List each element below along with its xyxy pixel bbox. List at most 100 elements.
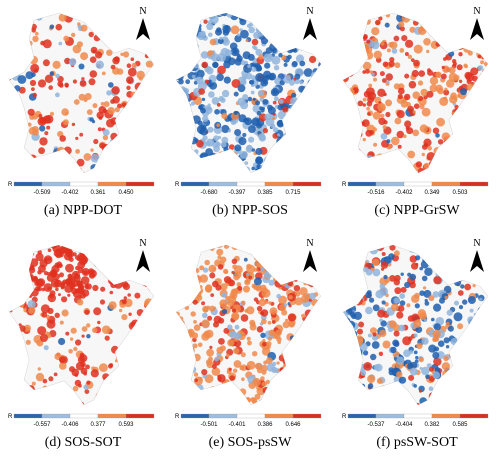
pixel [97, 392, 105, 400]
pixel [432, 371, 440, 379]
pixel [226, 245, 232, 246]
pixel [258, 54, 264, 60]
pixel [469, 91, 474, 97]
pixel [78, 93, 86, 101]
pixel [426, 363, 432, 369]
pixel [88, 78, 96, 86]
pixel [16, 245, 23, 251]
pixel [379, 71, 385, 77]
pixel [269, 163, 274, 168]
pixel [260, 78, 269, 87]
pixel [438, 160, 444, 166]
pixel [343, 245, 347, 246]
pixel [255, 100, 261, 106]
pixel [293, 285, 301, 292]
pixel [279, 405, 284, 410]
pixel [50, 278, 60, 288]
pixel [20, 245, 30, 255]
pixel [93, 171, 101, 173]
pixel [455, 108, 462, 115]
pixel [461, 266, 470, 274]
pixel [435, 13, 443, 16]
north-arrow [136, 250, 150, 272]
pixel [83, 384, 89, 390]
pixel [445, 20, 450, 24]
pixel [252, 351, 258, 357]
pixel [443, 96, 448, 101]
pixel [69, 337, 74, 341]
pixel [200, 107, 206, 114]
pixel [185, 352, 194, 361]
pixel [32, 389, 41, 397]
pixel [475, 350, 485, 359]
pixel [143, 159, 149, 165]
pixel [135, 397, 144, 405]
pixel [267, 171, 273, 173]
pixel [299, 132, 303, 136]
pixel [187, 119, 192, 124]
pixel [453, 153, 457, 158]
colorbar-segment [236, 413, 266, 419]
pixel [182, 147, 188, 153]
pixel [37, 270, 42, 275]
pixel [367, 333, 372, 338]
pixel [116, 68, 124, 75]
pixel [268, 31, 277, 40]
pixel [270, 123, 276, 129]
pixel [180, 36, 188, 44]
pixel [241, 300, 246, 305]
pixel [135, 330, 143, 338]
pixel [153, 345, 154, 355]
pixel [132, 45, 137, 49]
pixel [346, 93, 354, 101]
pixel [453, 147, 460, 154]
pixel [132, 168, 138, 173]
pixel [309, 334, 319, 343]
pixel [354, 338, 359, 344]
pixel [100, 286, 106, 292]
pixel [222, 6, 229, 13]
colorbar-tick: 0.385 [257, 190, 273, 196]
pixel [226, 157, 234, 165]
colorbar-tick: 0.361 [90, 190, 106, 196]
colorbar-segment [236, 181, 266, 187]
pixel [9, 325, 12, 335]
pixel [207, 395, 212, 400]
pixel [406, 303, 411, 308]
pixel [18, 245, 26, 249]
pixel [321, 112, 328, 119]
pixel [449, 41, 454, 46]
pixel [56, 238, 63, 245]
pixel [484, 386, 488, 391]
pixel [370, 327, 377, 335]
pixel [233, 347, 240, 355]
pixel [305, 319, 312, 326]
pixel [386, 139, 391, 144]
pixel [83, 239, 86, 242]
pixel [230, 25, 240, 35]
pixel [424, 301, 430, 306]
pixel [261, 318, 267, 325]
pixel [343, 331, 347, 341]
pixel [246, 336, 251, 341]
pixel [441, 38, 446, 42]
pixel [343, 245, 346, 247]
pixel [364, 399, 373, 405]
pixel [372, 304, 380, 312]
pixel [434, 263, 441, 270]
pixel [189, 173, 193, 177]
pixel [201, 97, 206, 102]
pixel [473, 113, 480, 119]
pixel [239, 150, 248, 159]
pixel [442, 165, 448, 170]
colorbar-tick: -0.397 [228, 190, 246, 196]
pixel [478, 250, 487, 260]
pixel [68, 273, 72, 277]
pixel [372, 332, 377, 337]
pixel [81, 326, 88, 332]
pixel [483, 264, 488, 273]
pixel [257, 167, 267, 173]
pixel [244, 161, 249, 165]
pixel [416, 245, 421, 246]
pixel [313, 79, 321, 87]
